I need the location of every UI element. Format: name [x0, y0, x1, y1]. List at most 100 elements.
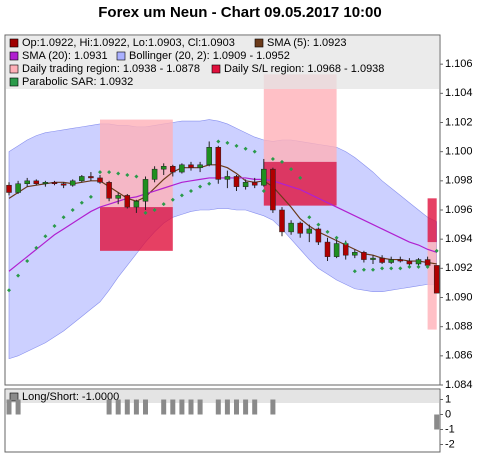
candle-body: [424, 259, 431, 266]
candle-body: [197, 164, 203, 168]
candle-body: [251, 182, 258, 186]
position-bar: [133, 399, 139, 415]
y-tick-label: 1.106: [445, 58, 473, 70]
sar-dot: [298, 175, 303, 180]
sar-dot: [389, 266, 394, 271]
candle-body: [297, 222, 303, 234]
position-bar: [170, 399, 176, 415]
sar-dot: [189, 189, 193, 194]
sar-dot: [98, 170, 102, 175]
sar-dot: [216, 139, 221, 144]
candle-body: [160, 166, 167, 170]
sar-dot: [7, 288, 11, 293]
sar-dot: [425, 264, 430, 269]
sar-dot: [361, 267, 366, 272]
position-bar: [434, 414, 440, 430]
legend-label: SMA (20): 1.0931: [22, 50, 108, 62]
sar-dot: [371, 267, 375, 272]
legend-label: Bollinger (20, 2): 1.0909 - 1.0952: [129, 50, 290, 62]
y-tick-label: 1.092: [445, 262, 473, 274]
legend-label: Op:1.0922, Hi:1.0922, Lo:1.0903, Cl:1.09…: [22, 37, 235, 49]
position-bar: [215, 399, 221, 415]
legend-swatch: [116, 51, 126, 61]
sar-dot: [16, 273, 21, 278]
y-tick-label: 1.090: [445, 291, 473, 303]
candle-body: [224, 176, 231, 180]
y-tick-label: 1.096: [445, 204, 473, 216]
position-bar: [6, 399, 12, 415]
legend-swatch: [211, 64, 221, 74]
sar-dot: [289, 167, 294, 172]
sar-dot: [43, 234, 48, 239]
candle-body: [361, 252, 367, 260]
candle-body: [352, 252, 358, 256]
sar-dot: [107, 170, 112, 175]
region: [263, 161, 337, 206]
candle-body: [333, 243, 340, 257]
sar-dot: [325, 229, 330, 234]
candle-body: [142, 179, 149, 202]
candle-body: [324, 241, 331, 257]
y-tick-label: 0: [445, 408, 451, 420]
sar-dot: [225, 140, 230, 145]
sar-dot: [207, 181, 212, 186]
sar-dot: [334, 235, 339, 240]
legend-label: SMA (5): 1.0923: [267, 37, 347, 49]
sar-dot: [261, 189, 266, 194]
candle-body: [151, 168, 158, 180]
y-tick-label: -1: [445, 423, 455, 435]
sar-dot: [134, 174, 139, 179]
candle-body: [179, 164, 185, 173]
legend-box: [6, 36, 439, 89]
region: [427, 198, 437, 243]
position-bar: [15, 399, 21, 415]
candle-body: [79, 176, 85, 182]
candle-body: [433, 265, 440, 294]
sar-dot: [79, 200, 84, 205]
candle-body: [124, 195, 131, 208]
legend-label: Parabolic SAR: 1.0932: [22, 76, 133, 88]
y-tick-label: 1.094: [445, 233, 473, 245]
candle-body: [24, 180, 30, 184]
sar-dot: [416, 264, 421, 269]
sar-dot: [25, 259, 30, 264]
region: [100, 119, 173, 208]
panel-legend-box: [6, 390, 439, 403]
y-tick-label: 1.084: [445, 379, 473, 391]
candle-body: [206, 147, 212, 166]
candle-body: [51, 182, 58, 185]
candle-body: [69, 180, 76, 186]
position-bar: [143, 399, 148, 415]
candle-body: [415, 259, 422, 265]
legend-label: Daily trading region: 1.0938 - 1.0878: [22, 63, 200, 75]
sar-dot: [343, 241, 348, 246]
sar-dot: [70, 208, 75, 212]
position-bar: [197, 399, 203, 415]
sar-dot: [352, 269, 357, 274]
sar-dot: [61, 215, 66, 220]
sar-dot: [116, 171, 121, 176]
sar-dot: [125, 173, 130, 177]
chart-title: Forex um Neun - Chart 09.05.2017 10:00: [98, 4, 381, 21]
candle-body: [115, 195, 121, 199]
panel-legend-label: Long/Short: -1.0000: [22, 391, 119, 403]
candle-body: [315, 228, 322, 243]
legend-label: Daily S/L region: 1.0968 - 1.0938: [224, 63, 384, 75]
candle-body: [233, 176, 240, 187]
candle-body: [242, 182, 249, 187]
sar-dot: [88, 194, 93, 199]
sar-dot: [198, 184, 203, 189]
y-tick-label: 1.102: [445, 116, 473, 128]
sar-dot: [316, 222, 321, 227]
candle-body: [306, 228, 313, 234]
y-tick-label: 1: [445, 393, 451, 405]
region: [100, 207, 173, 251]
candle-body: [15, 183, 21, 193]
sar-dot: [234, 143, 239, 148]
candle-body: [288, 222, 294, 233]
candle-body: [406, 260, 413, 265]
candle-body: [42, 182, 49, 185]
y-tick-label: 1.100: [445, 146, 473, 158]
position-bar: [115, 399, 121, 415]
